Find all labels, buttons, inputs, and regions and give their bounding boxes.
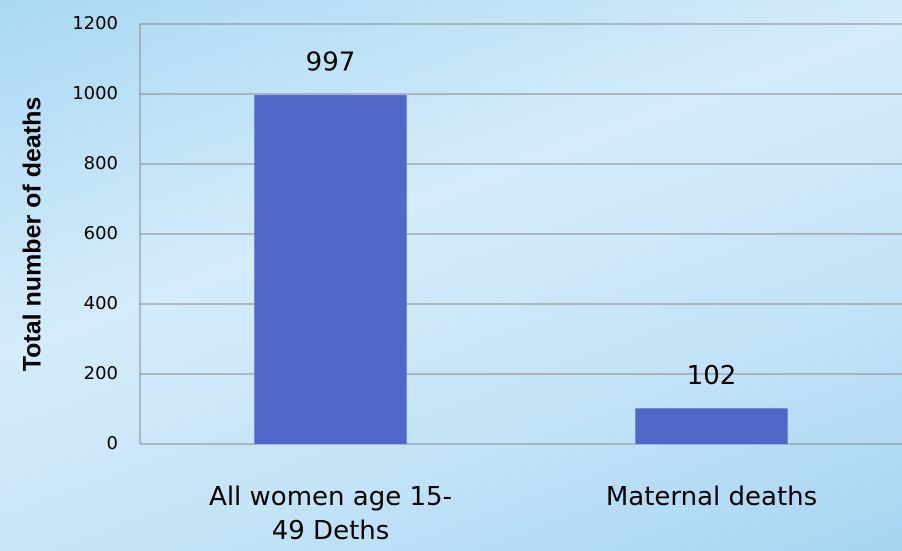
y-axis-title: Total number of deaths [19,97,47,372]
x-tick-label: All women age 15-49 Deths [209,482,452,546]
bar [254,95,407,445]
bar [635,408,788,444]
y-tick-label: 200 [84,363,118,384]
y-tick-label: 1000 [72,83,118,104]
data-label: 997 [306,48,356,78]
y-tick-label: 0 [107,433,118,454]
y-tick-label: 600 [84,223,118,244]
y-tick-label: 800 [84,153,118,174]
y-tick-label: 400 [84,293,118,314]
x-tick-label: Maternal deaths [605,482,818,512]
y-tick-label: 1200 [72,13,118,34]
data-label: 102 [687,361,737,391]
